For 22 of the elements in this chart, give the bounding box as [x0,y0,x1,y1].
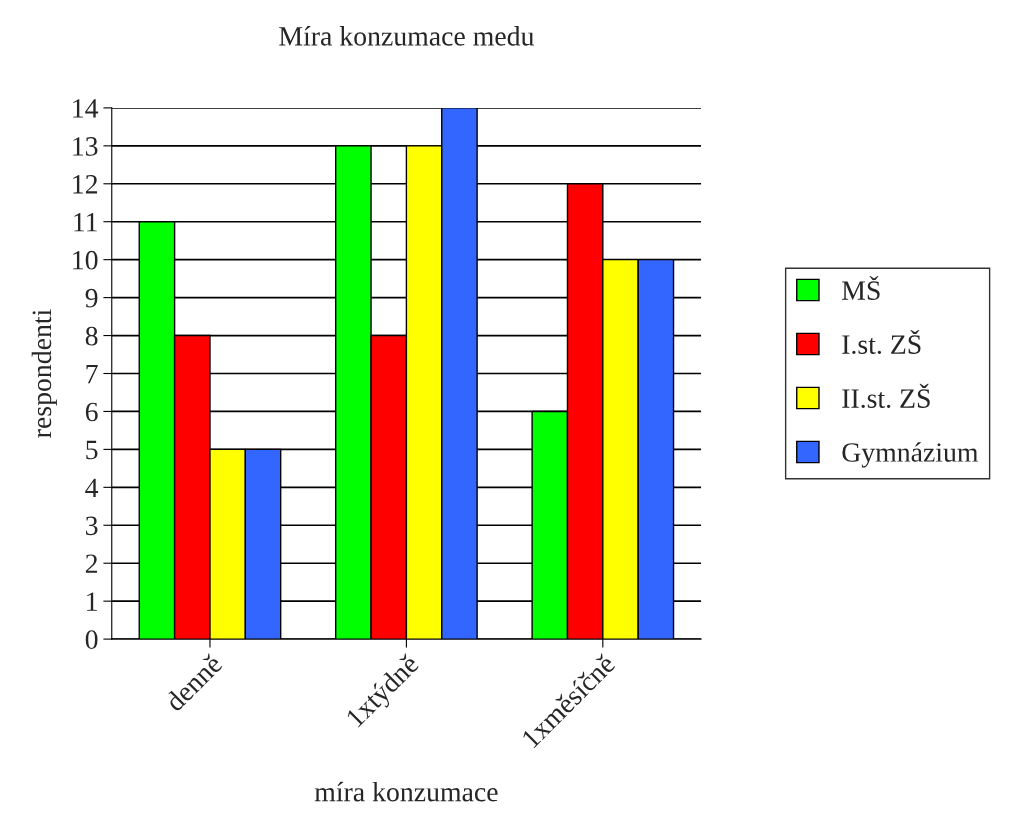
y-tick-label: 3 [86,516,98,536]
y-tick-label: 10 [73,250,98,270]
y-tick-label: 8 [85,326,98,346]
legend-label: Gymnázium [842,442,979,468]
y-tick-label: 5 [86,440,98,460]
y-tick-label: 2 [85,554,98,573]
y-tick-label: 1 [87,592,97,611]
y-tick-label: 11 [74,213,97,232]
y-axis-title: respondenti [31,309,57,438]
y-tick-label: 4 [85,478,99,497]
legend-label: II.st. ZŠ [842,383,930,409]
y-tick-label: 7 [86,364,98,384]
chart-title: Míra konzumace medu [279,26,534,46]
y-tick-label: 12 [73,175,98,194]
x-axis-title: míra konzumace [314,781,498,802]
legend-label: I.st. ZŠ [842,329,921,355]
y-tick-label: 0 [85,630,98,650]
legend-label: MŠ [842,275,880,300]
y-tick-label: 14 [73,99,99,118]
y-tick-label: 13 [73,137,98,156]
y-tick-label: 9 [85,288,98,308]
y-tick-label: 6 [85,402,98,422]
